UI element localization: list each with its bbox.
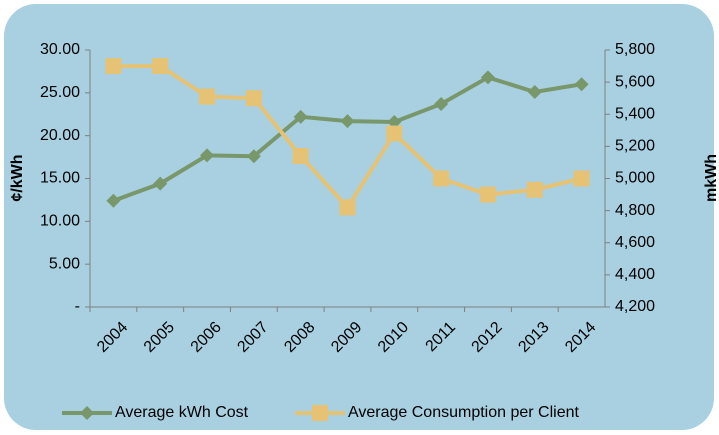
y2-tick-label: 5,400 [615, 105, 655, 122]
point [434, 96, 449, 111]
y2-tick-label: 4,600 [615, 234, 655, 251]
point [480, 70, 495, 85]
y2-axis-title: mkWh [703, 154, 719, 202]
y2-tick-label: 4,400 [615, 266, 655, 283]
y-tick-label: - [75, 298, 80, 315]
point [200, 148, 215, 163]
point [387, 114, 402, 129]
point [339, 199, 356, 216]
point [153, 176, 168, 191]
point [106, 193, 121, 208]
y-tick-label: 25.00 [40, 84, 80, 101]
y-tick-label: 30.00 [40, 41, 80, 58]
y-tick-label: 5.00 [49, 255, 80, 272]
y2-tick-label: 5,800 [615, 41, 655, 58]
point [527, 84, 542, 99]
point [199, 88, 216, 105]
point [479, 186, 496, 203]
y2-tick-label: 4,800 [615, 202, 655, 219]
legend-label: Average kWh Cost [115, 404, 249, 421]
point [574, 77, 589, 92]
point [526, 181, 543, 198]
y-tick-label: 10.00 [40, 213, 80, 230]
chart-background [4, 4, 714, 430]
y-tick-label: 20.00 [40, 127, 80, 144]
y2-tick-label: 5,600 [615, 73, 655, 90]
y2-tick-label: 5,200 [615, 138, 655, 155]
point [340, 114, 355, 129]
legend-marker [80, 406, 94, 420]
y2-tick-label: 5,000 [615, 170, 655, 187]
y-axis-title: ¢/kWh [9, 154, 26, 201]
y2-tick-label: 4,200 [615, 298, 655, 315]
legend-marker [312, 405, 328, 421]
point [433, 170, 450, 187]
point [386, 125, 403, 142]
point [292, 148, 309, 165]
point [293, 109, 308, 124]
legend-label: Average Consumption per Client [348, 404, 580, 421]
point [152, 58, 169, 75]
point [246, 149, 261, 164]
point [245, 90, 262, 107]
y-tick-label: 15.00 [40, 170, 80, 187]
point [573, 170, 590, 187]
point [105, 58, 122, 75]
